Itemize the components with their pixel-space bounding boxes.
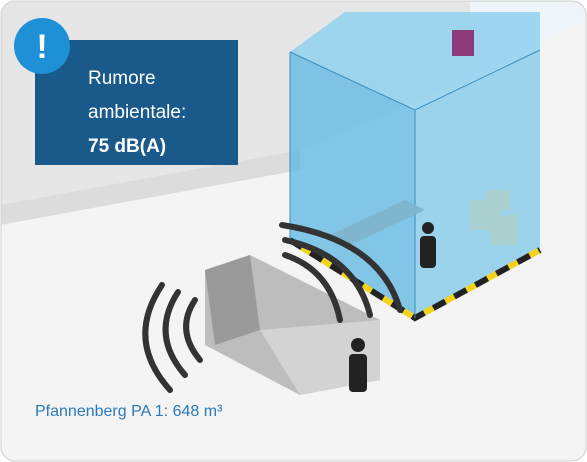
person-inside: [420, 222, 436, 268]
page: ! Rumore ambientale: 75 dB(A) Pfannenber…: [0, 0, 587, 462]
machine-head: [205, 255, 260, 345]
callout-line: ambientale:: [88, 102, 186, 123]
callout-value: 75 dB(A): [88, 136, 166, 157]
caption: Pfannenberg PA 1: 648 m³: [35, 403, 223, 420]
callout-line: Rumore: [88, 68, 156, 89]
callout-icon: !: [36, 28, 47, 66]
device: [452, 30, 474, 56]
person-machine: [349, 338, 367, 392]
illustration: ! Rumore ambientale: 75 dB(A) Pfannenber…: [0, 0, 587, 462]
